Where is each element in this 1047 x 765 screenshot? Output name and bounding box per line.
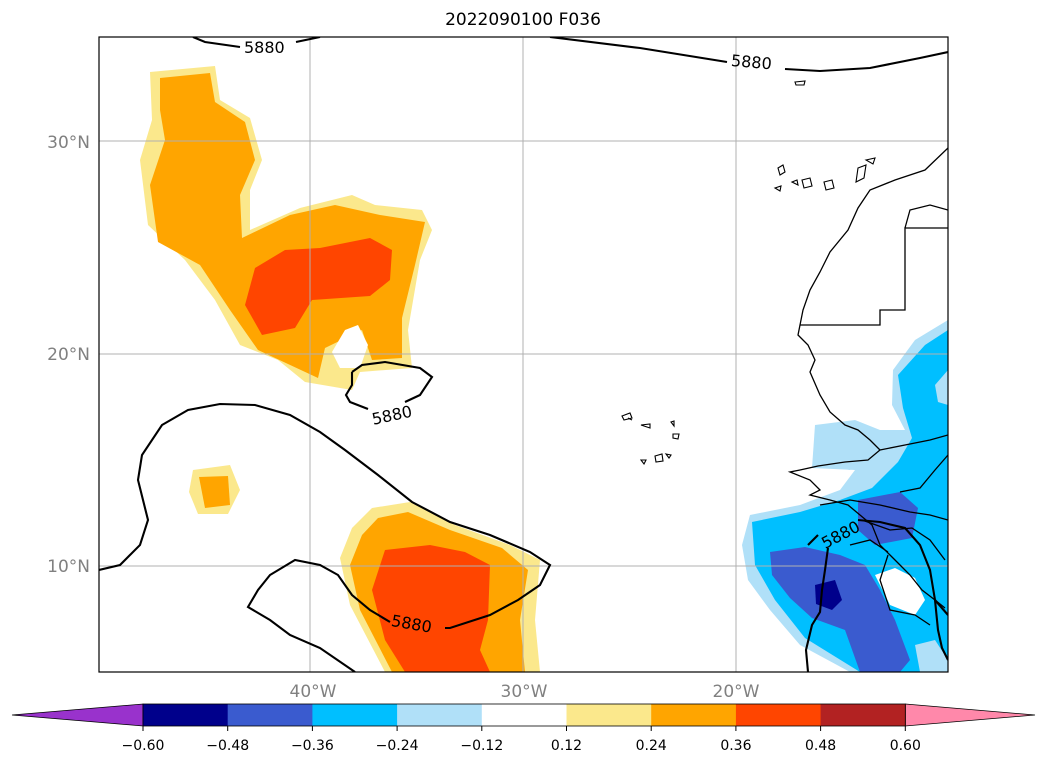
contour-label-5880: 5880 — [244, 38, 285, 57]
colorbar-tick-label: 0.48 — [805, 738, 836, 754]
colorbar-segment — [228, 704, 313, 726]
colorbar-tick-label: −0.48 — [206, 738, 249, 754]
colorbar-segment — [651, 704, 736, 726]
contour-label-5880: 5880 — [730, 51, 772, 73]
map-figure: 2022090100 F036 — [0, 0, 1047, 765]
colorbar: −0.60 −0.48 −0.36 −0.24 −0.12 0.12 0.24 0.36 0.4… — [12, 704, 1035, 754]
map-plot-area: 5880 5880 5880 5880 5880 — [99, 37, 948, 672]
colorbar-segment — [736, 704, 821, 726]
colorbar-tick-label: 0.60 — [890, 738, 921, 754]
latitude-labels: 30°N 20°N 10°N — [47, 133, 90, 577]
lat-label-10n: 10°N — [47, 557, 90, 577]
lon-label-20w: 20°W — [713, 682, 760, 702]
longitude-labels: 40°W 30°W 20°W — [290, 682, 760, 702]
colorbar-tick-label: −0.60 — [122, 738, 165, 754]
colorbar-tick-label: −0.24 — [376, 738, 419, 754]
colorbar-segment — [821, 704, 906, 726]
lat-label-30n: 30°N — [47, 133, 90, 153]
colorbar-segment — [312, 704, 397, 726]
lon-label-30w: 30°W — [501, 682, 548, 702]
colorbar-segment — [567, 704, 652, 726]
colorbar-extend-low — [12, 704, 143, 726]
colorbar-segment — [397, 704, 482, 726]
figure-title: 2022090100 F036 — [445, 10, 601, 30]
colorbar-tick-label: −0.36 — [291, 738, 334, 754]
lat-label-20n: 20°N — [47, 345, 90, 365]
lon-label-40w: 40°W — [290, 682, 337, 702]
colorbar-segment — [143, 704, 228, 726]
colorbar-tick-label: 0.12 — [551, 738, 582, 754]
colorbar-segment — [482, 704, 567, 726]
colorbar-tick-label: −0.12 — [460, 738, 503, 754]
colorbar-tick-label: 0.36 — [720, 738, 751, 754]
colorbar-extend-high — [905, 704, 1035, 726]
colorbar-tick-label: 0.24 — [636, 738, 667, 754]
